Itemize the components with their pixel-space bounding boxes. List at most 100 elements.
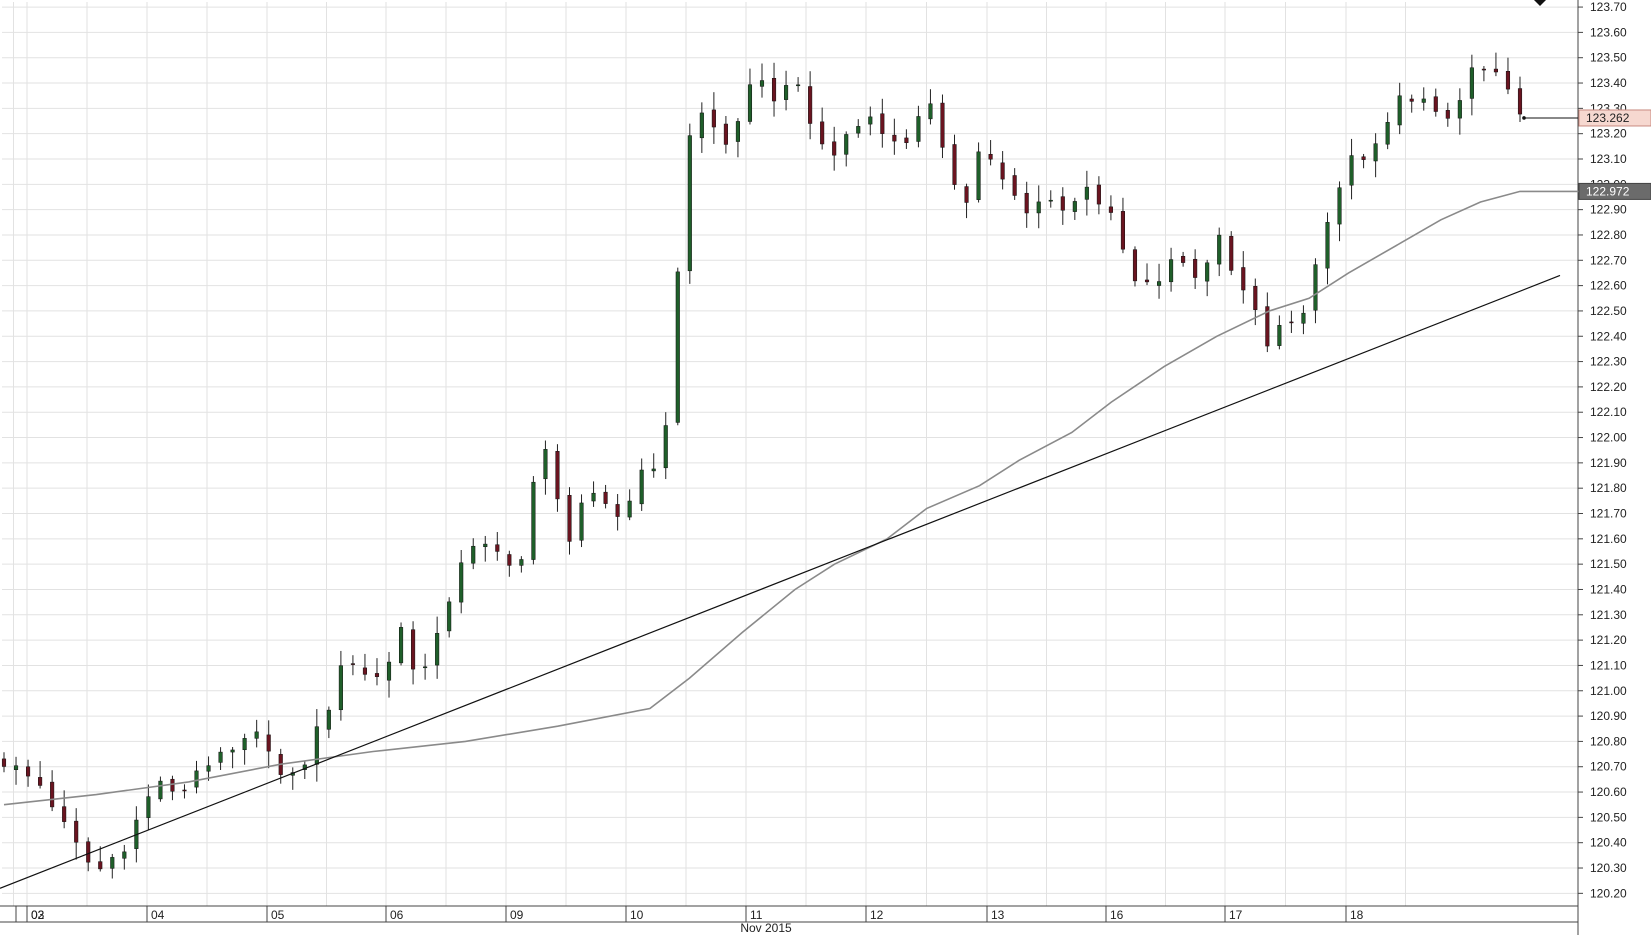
candle-up [326, 709, 331, 730]
candle-down [1361, 156, 1366, 160]
candle-up [759, 80, 765, 87]
candle-down [988, 153, 993, 160]
candle-down [411, 629, 416, 670]
candle-up [627, 500, 632, 518]
y-tick-label: 122.60 [1590, 279, 1627, 293]
candle-up [579, 502, 584, 541]
moving-average-line [3, 190, 1593, 806]
candle-down [603, 491, 608, 504]
candle-up [242, 738, 247, 751]
candle-up [1048, 199, 1053, 202]
x-tick-label: 03 [31, 908, 45, 922]
candle-down [1289, 321, 1294, 324]
x-tick-label: 17 [1229, 908, 1243, 922]
candle-down [1144, 279, 1150, 283]
candle-up [122, 851, 127, 859]
candle-up [976, 151, 981, 200]
candle-down [808, 86, 813, 124]
candle-down [1505, 71, 1511, 90]
y-tick-label: 123.70 [1590, 0, 1627, 14]
candle-up [230, 749, 235, 753]
candle-down [567, 495, 572, 542]
candle-down [26, 766, 31, 777]
moving-average-badge [1578, 182, 1651, 200]
y-tick-label: 121.70 [1590, 507, 1627, 521]
candle-up [447, 601, 452, 632]
candle-up [699, 112, 704, 139]
candle-down [374, 673, 380, 677]
y-tick-label: 121.00 [1590, 684, 1627, 698]
candle-up [543, 449, 548, 480]
candle-up [110, 857, 115, 869]
y-tick-label: 122.70 [1590, 253, 1627, 267]
y-tick-label: 121.10 [1590, 658, 1627, 672]
candle-up [386, 661, 392, 681]
candle-up [435, 633, 440, 666]
y-tick-label: 122.30 [1590, 355, 1627, 369]
y-tick-label: 122.80 [1590, 228, 1627, 242]
x-tick-label: 09 [510, 908, 524, 922]
candle-down [555, 451, 560, 500]
y-tick-label: 122.00 [1590, 431, 1627, 445]
candle-down [880, 113, 885, 134]
candle-down [1, 758, 7, 767]
candle-down [711, 109, 716, 128]
y-tick-label: 120.20 [1590, 886, 1627, 900]
candle-down [1493, 68, 1498, 73]
candle-down [1253, 285, 1258, 310]
candle-up [1156, 281, 1162, 286]
candle-down [1096, 184, 1101, 205]
candle-up [206, 765, 211, 772]
candle-down [1024, 192, 1029, 214]
candle-down [1241, 267, 1246, 291]
y-tick-label: 121.40 [1590, 582, 1627, 596]
candle-up [1301, 312, 1306, 324]
y-tick-label: 122.40 [1590, 329, 1627, 343]
candle-up [146, 796, 151, 818]
candle-up [1469, 67, 1474, 99]
candle-up [784, 85, 789, 100]
candle-up [916, 116, 921, 142]
candle-down [771, 77, 777, 102]
candle-up [398, 627, 404, 664]
scroll-marker-icon [1534, 0, 1546, 6]
candle-up [928, 103, 933, 120]
candle-up [747, 84, 753, 122]
candle-down [38, 777, 43, 786]
candle-up [1397, 95, 1402, 126]
candle-up [1205, 262, 1210, 282]
y-tick-label: 122.20 [1590, 380, 1627, 394]
last-price-label: 123.262 [1586, 111, 1630, 125]
candle-down [74, 820, 79, 843]
x-tick-label: 06 [390, 908, 404, 922]
last-price-marker [1522, 116, 1526, 120]
y-tick-label: 120.70 [1590, 760, 1627, 774]
y-tick-label: 121.80 [1590, 481, 1627, 495]
candle-up [1385, 122, 1390, 145]
y-tick-label: 123.40 [1590, 76, 1627, 90]
candle-up [675, 271, 680, 423]
candle-up [1421, 98, 1426, 103]
candle-up [338, 665, 343, 711]
candle-up [519, 559, 524, 566]
candle-down [350, 663, 355, 665]
candle-down [266, 734, 271, 752]
y-tick-label: 122.50 [1590, 304, 1627, 318]
candle-up [663, 425, 668, 469]
candle-up [1277, 325, 1282, 346]
candle-down [820, 121, 825, 145]
candle-up [218, 751, 223, 763]
candle-up [651, 468, 656, 472]
x-tick-label: 13 [991, 908, 1005, 922]
candle-down [182, 789, 187, 792]
y-tick-label: 121.20 [1590, 633, 1627, 647]
candle-up [1217, 234, 1222, 265]
candle-down [1517, 88, 1523, 115]
candle-down [1481, 68, 1486, 71]
candle-down [62, 806, 67, 822]
candle-down [50, 781, 55, 808]
x-tick-label: 16 [1110, 908, 1124, 922]
candle-up [13, 765, 19, 770]
x-tick-label: 11 [750, 908, 763, 922]
